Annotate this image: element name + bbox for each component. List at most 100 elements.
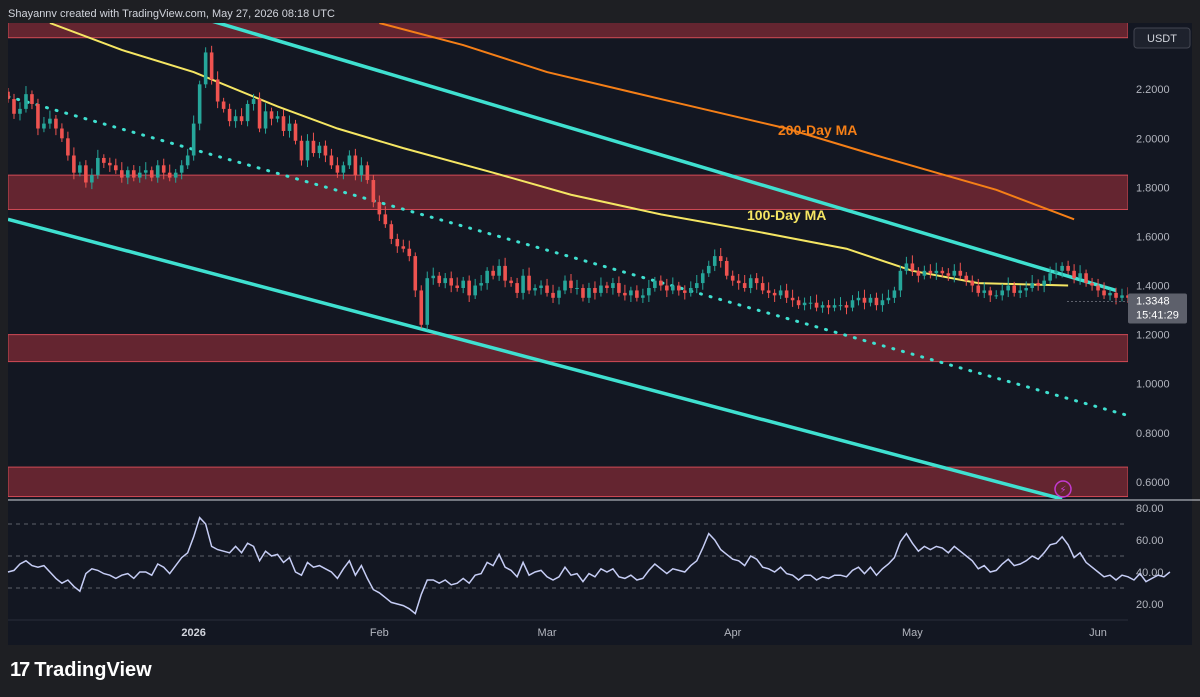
candle-body	[509, 280, 513, 284]
price-plot	[8, 23, 1128, 499]
candle-body	[1024, 287, 1028, 291]
candle	[179, 160, 184, 180]
candle	[143, 162, 148, 180]
candle-body	[1006, 285, 1011, 291]
candle-body	[557, 290, 561, 298]
candle-body	[359, 165, 364, 176]
support-resistance-zone-0	[8, 23, 1128, 39]
candle	[323, 140, 328, 163]
candle-body	[30, 94, 34, 104]
ma200-label: 200-Day MA	[778, 122, 857, 138]
candle-body	[653, 280, 657, 288]
candle	[712, 249, 717, 272]
candle-body	[934, 270, 939, 274]
candle	[84, 160, 88, 188]
candle	[844, 301, 849, 315]
candle	[922, 265, 927, 280]
candle-body	[329, 155, 334, 166]
candle-body	[694, 283, 699, 288]
candle-body	[413, 256, 418, 291]
candle	[766, 282, 771, 299]
candle	[718, 247, 723, 268]
candle	[952, 264, 957, 283]
candle-body	[545, 285, 549, 293]
candle-body	[197, 84, 202, 124]
candle-body	[179, 165, 184, 173]
candle	[203, 47, 208, 89]
candle-body	[832, 305, 837, 308]
candle-body	[724, 261, 729, 276]
candle-body	[227, 108, 232, 122]
candle-body	[245, 103, 250, 122]
candle-body	[988, 290, 993, 296]
candle	[617, 276, 621, 297]
candle	[78, 161, 82, 177]
candle	[665, 278, 669, 298]
candle	[419, 285, 424, 329]
candle-body	[898, 270, 903, 291]
candle	[563, 275, 567, 295]
candle	[796, 296, 801, 309]
candle-body	[1120, 295, 1124, 298]
ma100-line	[49, 23, 1069, 287]
time-tick-label: Jun	[1089, 627, 1107, 639]
candle-body	[647, 287, 651, 296]
candle	[515, 277, 519, 299]
candle-body	[1090, 283, 1094, 286]
candle	[1054, 262, 1058, 279]
tradingview-logo[interactable]: 17 TradingView	[10, 659, 152, 682]
candle-body	[617, 283, 621, 293]
candle-body	[305, 140, 310, 161]
candle-body	[641, 295, 645, 298]
candle	[611, 277, 615, 295]
candle-body	[36, 103, 40, 129]
candle-body	[940, 270, 945, 274]
lightning-glyph: ⚡	[1059, 485, 1066, 496]
candle	[934, 262, 939, 280]
candle-body	[844, 305, 849, 308]
candle-body	[341, 165, 346, 173]
candle-body	[820, 305, 825, 308]
candle-body	[269, 111, 274, 119]
candle	[455, 277, 459, 292]
candle	[389, 220, 394, 245]
candle	[1018, 285, 1022, 299]
candle	[635, 285, 639, 302]
channel-upper-line	[212, 23, 1117, 293]
candle-body	[994, 295, 999, 297]
candle-body	[149, 170, 154, 178]
candle	[641, 288, 645, 303]
candle	[425, 271, 430, 330]
candle-body	[862, 297, 867, 303]
candle-body	[431, 275, 436, 279]
candle-body	[754, 278, 759, 284]
candle-body	[449, 278, 454, 286]
candle	[736, 274, 741, 290]
price-tick-label: 1.4000	[1136, 281, 1170, 293]
candle-body	[665, 285, 669, 291]
candle	[114, 158, 118, 174]
candle-body	[712, 256, 717, 266]
price-tick-label: 1.6000	[1136, 231, 1170, 243]
candle	[808, 296, 813, 310]
candle	[48, 110, 52, 129]
candle	[497, 259, 501, 281]
candle	[341, 161, 346, 180]
current-price-tag	[1128, 293, 1187, 324]
candle	[491, 265, 495, 280]
candle	[988, 286, 993, 302]
candle	[533, 284, 537, 296]
candle-body	[185, 155, 190, 166]
candle	[473, 278, 477, 300]
candle	[293, 119, 298, 145]
candle-body	[461, 280, 465, 288]
candle-body	[1048, 273, 1052, 281]
candle-body	[24, 94, 28, 109]
candle	[671, 277, 675, 295]
candle	[18, 102, 22, 121]
candle-body	[72, 155, 76, 173]
support-resistance-zone-1	[8, 174, 1128, 210]
currency-button[interactable]	[1133, 27, 1191, 49]
candle	[1006, 277, 1011, 298]
